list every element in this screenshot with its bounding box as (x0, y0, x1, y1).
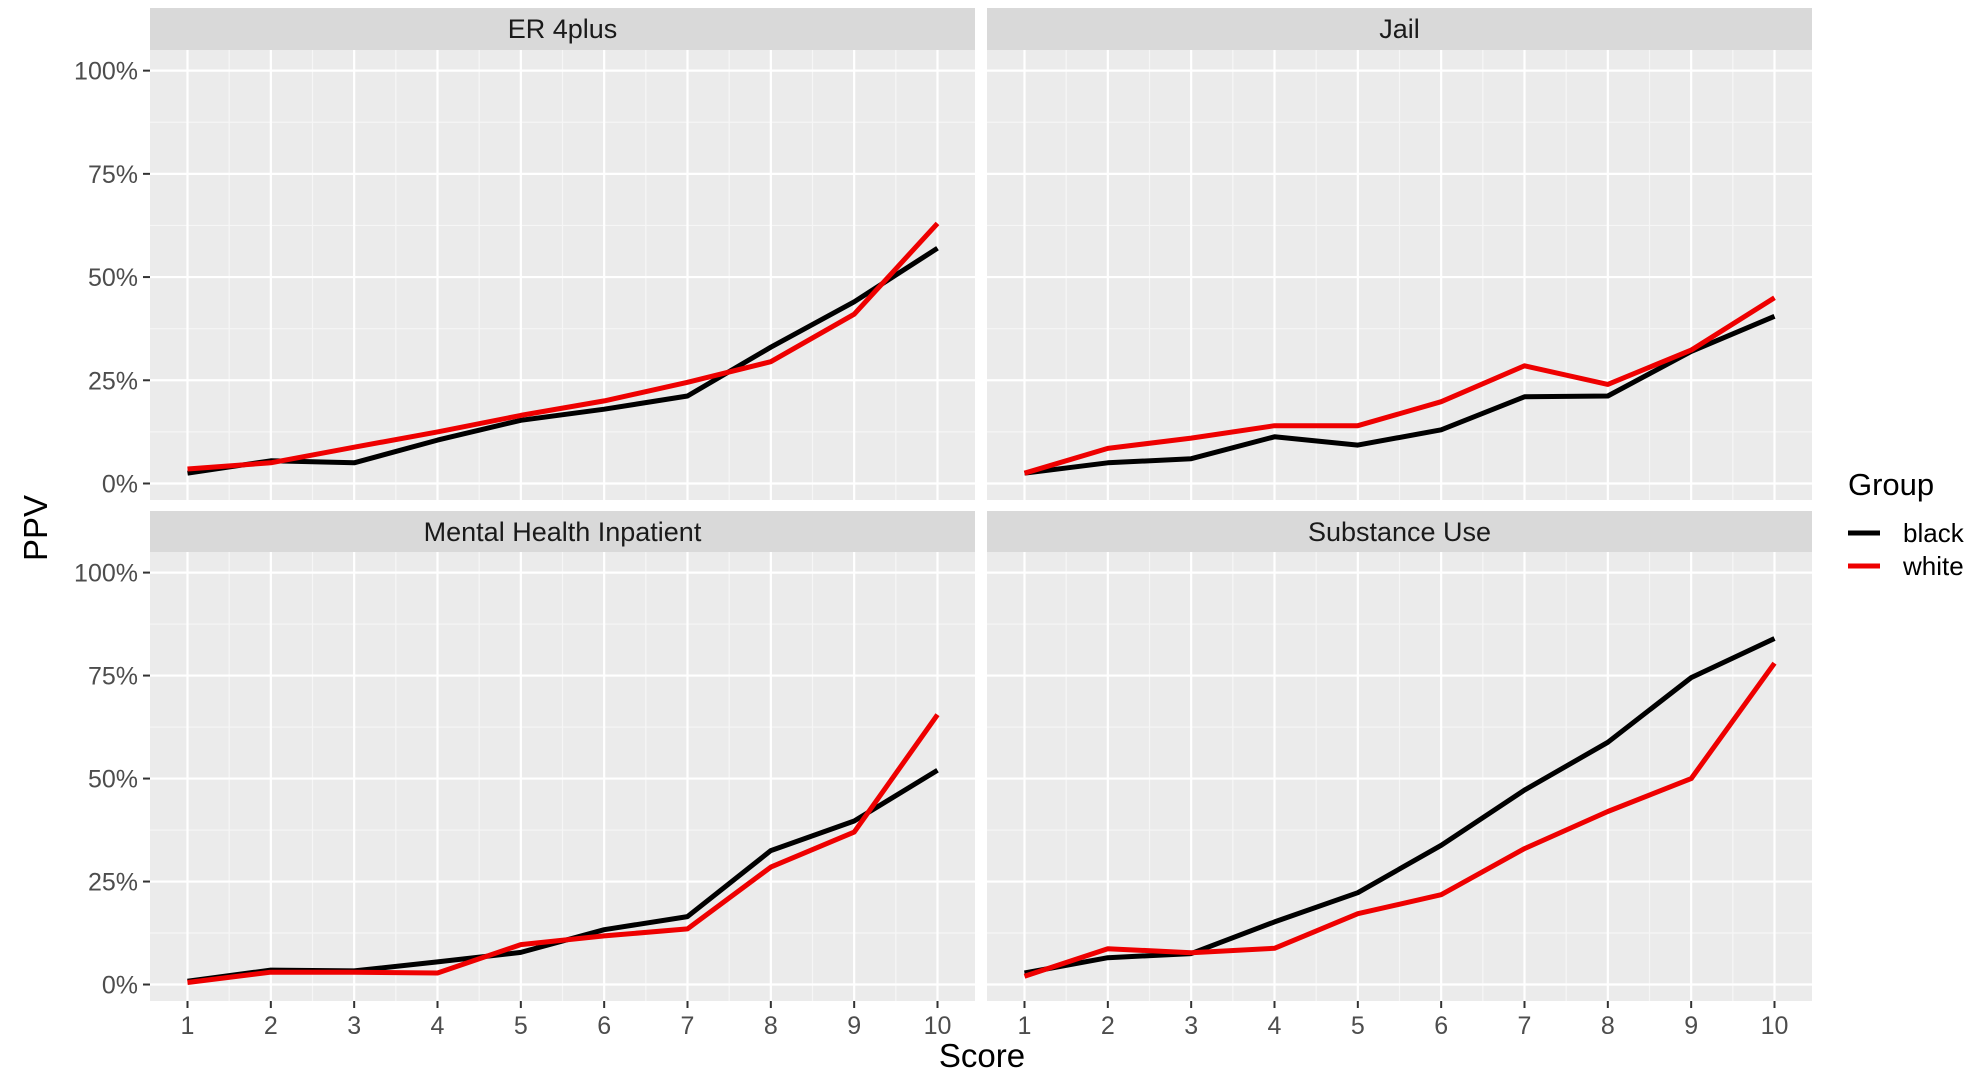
series-line-white (187, 221, 940, 472)
x-tick-label: 7 (681, 1012, 695, 1040)
x-tick-label: 9 (847, 1012, 861, 1040)
series-line-white (1023, 661, 1777, 979)
x-tick-label: 4 (1268, 1012, 1282, 1040)
facet-title: ER 4plus (508, 14, 618, 44)
legend-title: Group (1848, 467, 1934, 502)
x-tick-label: 8 (1601, 1012, 1615, 1040)
panel: ER 4plus (150, 8, 975, 500)
y-tick-label: 50% (88, 264, 138, 292)
x-tick-label: 4 (431, 1012, 445, 1040)
y-tick-label: 25% (88, 367, 138, 395)
series-line-white (187, 713, 940, 985)
y-tick-label: 100% (74, 560, 138, 588)
x-tick-label: 3 (347, 1012, 361, 1040)
y-tick-label: 0% (102, 972, 138, 1000)
x-tick-label: 10 (1761, 1012, 1789, 1040)
panel: Mental Health Inpatient (150, 511, 975, 1001)
x-tick-label: 9 (1684, 1012, 1698, 1040)
legend-label: white (1902, 551, 1964, 581)
y-tick-label: 25% (88, 869, 138, 897)
x-tick-label: 6 (597, 1012, 611, 1040)
x-tick-label: 5 (1351, 1012, 1365, 1040)
x-tick-label: 3 (1184, 1012, 1198, 1040)
facet-title: Jail (1379, 14, 1420, 44)
x-tick-label: 10 (924, 1012, 952, 1040)
facet-strip (150, 8, 975, 50)
x-tick-label: 2 (264, 1012, 278, 1040)
y-tick-label: 50% (88, 766, 138, 794)
y-tick-label: 100% (74, 58, 138, 86)
x-tick-label: 8 (764, 1012, 778, 1040)
x-tick-label: 2 (1101, 1012, 1115, 1040)
y-tick-label: 75% (88, 663, 138, 691)
x-tick-label: 5 (514, 1012, 528, 1040)
y-tick-label: 75% (88, 161, 138, 189)
series-line-black (1024, 636, 1776, 976)
x-tick-label: 1 (1018, 1012, 1032, 1040)
y-tick-label: 0% (102, 470, 138, 498)
facet-title: Substance Use (1308, 517, 1491, 547)
facet-title: Mental Health Inpatient (424, 517, 702, 547)
facet-strip (987, 8, 1812, 50)
series-line-white (1023, 295, 1776, 476)
axes: 0% 25% 50% 75% 100% 0% 25% 50% 75% 100% 1 2 3 4 5 6 7 8 9 1… (74, 58, 1788, 1040)
series-line-black (187, 246, 939, 476)
x-tick-label: 6 (1434, 1012, 1448, 1040)
x-axis-title: Score (939, 1037, 1025, 1070)
panels: ER 4plus Jail Mental Health Inpatient Subst… (150, 8, 1812, 1001)
y-axis-title: PPV (17, 495, 54, 561)
legend-label: black (1903, 518, 1965, 548)
facet-strip (150, 511, 975, 553)
x-tick-label: 1 (181, 1012, 195, 1040)
panel: Jail (987, 8, 1812, 500)
legend-item-white: white (1848, 551, 1964, 581)
panel: Substance Use (987, 511, 1812, 1001)
x-tick-label: 7 (1518, 1012, 1532, 1040)
series-line-black (1024, 313, 1776, 476)
facet-strip (987, 511, 1812, 553)
legend-item-black: black (1848, 518, 1965, 548)
